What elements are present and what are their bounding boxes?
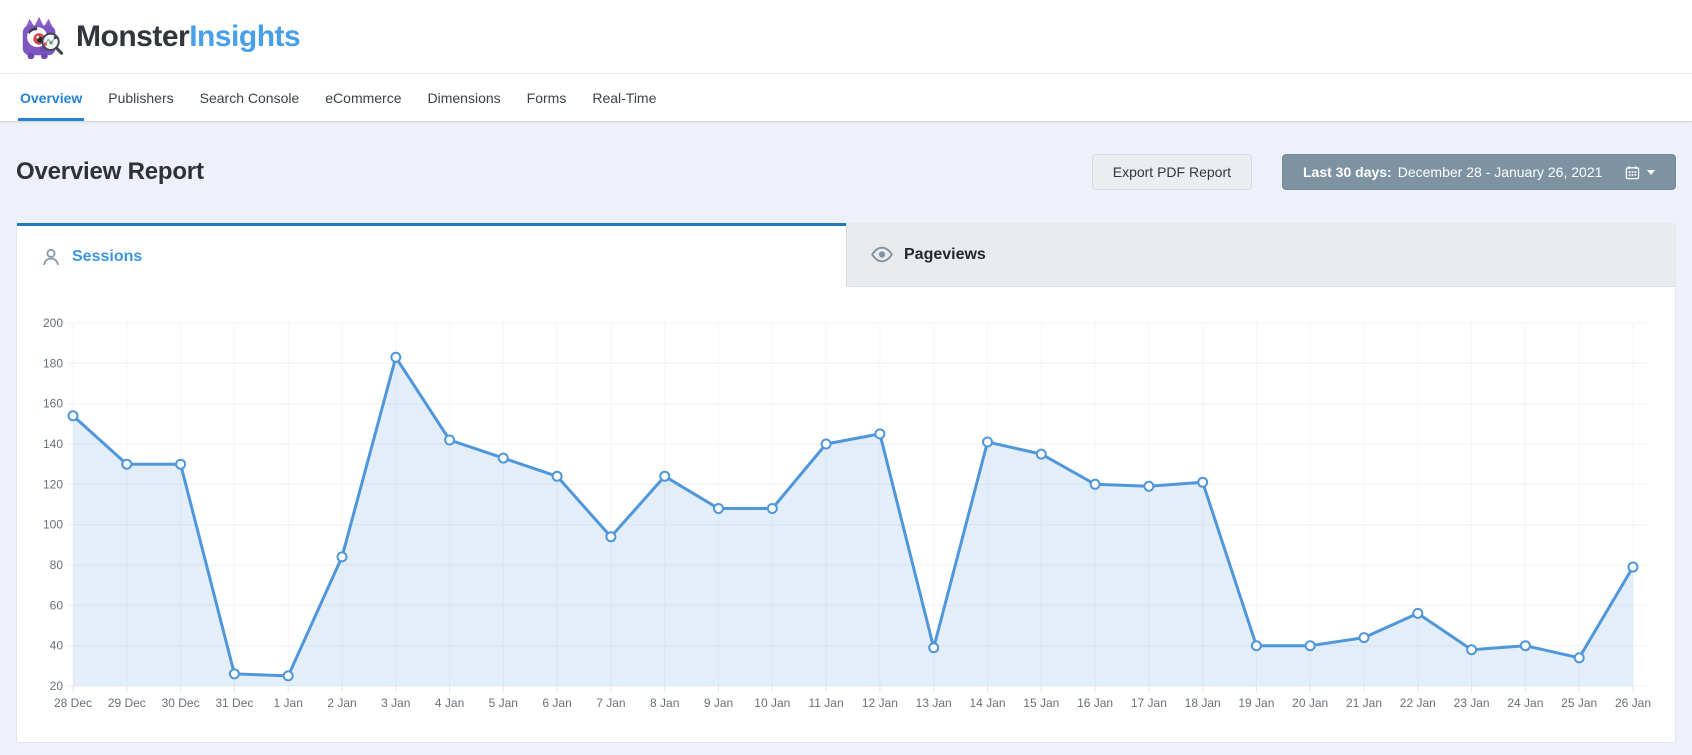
eye-icon (871, 246, 893, 263)
svg-text:10 Jan: 10 Jan (754, 696, 790, 710)
svg-text:6 Jan: 6 Jan (542, 696, 571, 710)
svg-text:25 Jan: 25 Jan (1561, 696, 1597, 710)
nav-item-forms[interactable]: Forms (526, 89, 567, 106)
nav-item-search-console[interactable]: Search Console (199, 89, 300, 106)
nav-item-publishers[interactable]: Publishers (108, 89, 174, 106)
svg-text:17 Jan: 17 Jan (1131, 696, 1167, 710)
svg-text:8 Jan: 8 Jan (650, 696, 679, 710)
svg-text:2 Jan: 2 Jan (327, 696, 356, 710)
svg-text:21 Jan: 21 Jan (1346, 696, 1382, 710)
metric-tabs: Sessions Pageviews (17, 223, 1675, 287)
report-actions: Export PDF Report Last 30 days: December… (1091, 154, 1676, 190)
report-header: Overview Report Export PDF Report Last 3… (16, 122, 1676, 223)
svg-text:15 Jan: 15 Jan (1023, 696, 1059, 710)
svg-text:18 Jan: 18 Jan (1185, 696, 1221, 710)
svg-text:20 Jan: 20 Jan (1292, 696, 1328, 710)
tab-sessions-label: Sessions (72, 247, 143, 265)
nav-item-ecommerce[interactable]: eCommerce (325, 89, 402, 106)
date-range-button[interactable]: Last 30 days: December 28 - January 26, … (1282, 154, 1676, 190)
nav-item-real-time[interactable]: Real-Time (592, 89, 657, 106)
svg-text:1 Jan: 1 Jan (274, 696, 303, 710)
svg-text:20: 20 (50, 679, 64, 693)
svg-text:12 Jan: 12 Jan (862, 696, 898, 710)
svg-text:4 Jan: 4 Jan (435, 696, 464, 710)
main-content: Overview Report Export PDF Report Last 3… (0, 122, 1692, 743)
svg-text:5 Jan: 5 Jan (489, 696, 518, 710)
svg-text:7 Jan: 7 Jan (596, 696, 625, 710)
svg-text:28 Dec: 28 Dec (54, 696, 92, 710)
svg-text:19 Jan: 19 Jan (1238, 696, 1274, 710)
brand-wordmark: MonsterInsights (76, 19, 301, 54)
svg-text:31 Dec: 31 Dec (215, 696, 253, 710)
top-header: MonsterInsights (0, 0, 1692, 74)
sessions-line-chart: 20 40 60 80 100 120 140 160 180 200 28 Dec 29 Dec 30… (43, 316, 1651, 710)
svg-text:100: 100 (43, 518, 63, 532)
export-pdf-button[interactable]: Export PDF Report (1091, 154, 1252, 190)
svg-text:11 Jan: 11 Jan (809, 696, 844, 710)
svg-text:160: 160 (43, 397, 63, 411)
page-title: Overview Report (16, 158, 204, 185)
svg-text:23 Jan: 23 Jan (1454, 696, 1490, 710)
svg-text:120: 120 (43, 477, 63, 491)
tab-pageviews[interactable]: Pageviews (846, 223, 1675, 287)
person-icon (43, 248, 59, 265)
tab-sessions[interactable]: Sessions (17, 223, 846, 287)
svg-text:29 Dec: 29 Dec (108, 696, 146, 710)
date-range-value: December 28 - January 26, 2021 (1397, 164, 1603, 180)
brand-name-primary: Monster (76, 19, 190, 53)
date-range-icons (1625, 165, 1655, 180)
svg-text:9 Jan: 9 Jan (704, 696, 733, 710)
monster-mascot-icon (22, 16, 64, 59)
svg-text:24 Jan: 24 Jan (1507, 696, 1543, 710)
monsterinsights-logo: MonsterInsights (16, 14, 301, 60)
nav-item-dimensions[interactable]: Dimensions (427, 89, 501, 106)
svg-text:60: 60 (50, 598, 64, 612)
svg-text:26 Jan: 26 Jan (1615, 696, 1651, 710)
svg-text:16 Jan: 16 Jan (1077, 696, 1113, 710)
main-nav: Overview Publishers Search Console eCommerc… (0, 74, 1692, 122)
date-range-prefix: Last 30 days: (1303, 164, 1392, 180)
chevron-down-icon (1647, 169, 1655, 175)
svg-text:40: 40 (50, 639, 64, 653)
svg-text:140: 140 (43, 437, 63, 451)
svg-text:180: 180 (43, 356, 63, 370)
svg-text:200: 200 (43, 316, 63, 330)
svg-text:80: 80 (50, 558, 64, 572)
overview-report-card: Sessions Pageviews 20 40 60 80 100 120 140 160 1… (16, 223, 1676, 743)
tab-pageviews-label: Pageviews (904, 245, 986, 263)
sessions-chart-container: 20 40 60 80 100 120 140 160 180 200 28 Dec 29 Dec 30… (17, 287, 1675, 742)
brand-name-secondary: Insights (189, 19, 301, 53)
nav-item-overview[interactable]: Overview (18, 74, 85, 121)
svg-text:13 Jan: 13 Jan (916, 696, 952, 710)
calendar-icon (1625, 165, 1640, 179)
svg-text:3 Jan: 3 Jan (381, 696, 410, 710)
svg-text:30 Dec: 30 Dec (162, 696, 200, 710)
svg-text:22 Jan: 22 Jan (1400, 696, 1436, 710)
svg-text:14 Jan: 14 Jan (969, 696, 1005, 710)
